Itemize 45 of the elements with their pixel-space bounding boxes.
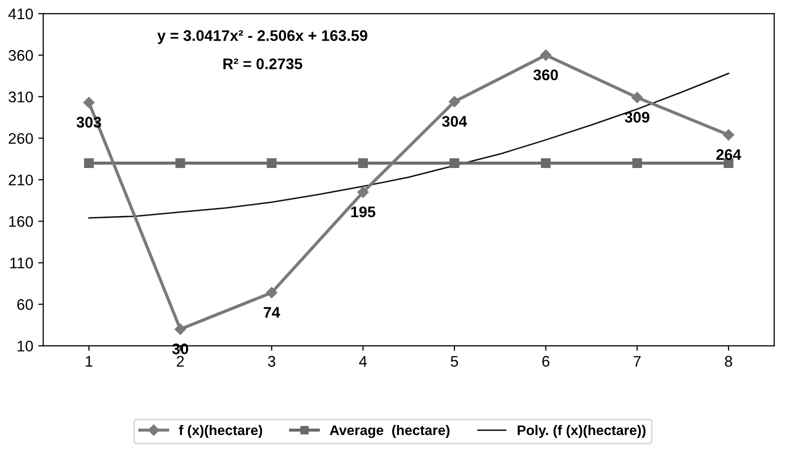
point (358, 158, 368, 168)
x-tick-label: 4 (359, 356, 367, 367)
point (84, 158, 94, 168)
data-label: 309 (624, 112, 650, 123)
data-label: 264 (716, 149, 742, 160)
y-tick-label: 60 (17, 299, 33, 310)
y-tick-label: 260 (8, 133, 33, 144)
y-tick-label: 110 (10, 258, 33, 268)
annotation: R² = 0.2735 (223, 58, 302, 70)
point (540, 50, 552, 61)
point (450, 158, 460, 168)
point (632, 92, 643, 104)
y-tick-label: 10 (18, 340, 33, 352)
x-tick-label: 2 (176, 356, 184, 367)
point (448, 96, 460, 108)
y-tick-label: 210 (8, 174, 33, 186)
x-tick-label: 6 (542, 356, 550, 367)
x-tick-label: 5 (450, 356, 458, 367)
legend-label: Average (hectare) (330, 424, 450, 438)
point (266, 287, 278, 298)
legend-label: f (x)(hectare) (178, 424, 262, 438)
point (632, 158, 642, 168)
data-label: 195 (351, 206, 376, 218)
point (357, 186, 369, 198)
annotation: y = 3.0417x² - 2.506x + 163.59 (157, 30, 368, 44)
legend-label: Poly. (f (x)(hectare)) (518, 424, 646, 438)
point (174, 324, 186, 335)
data-label: 360 (533, 69, 558, 80)
x-tick-label: 1 (86, 356, 92, 367)
point (175, 158, 186, 168)
x-tick-label: 7 (634, 356, 641, 367)
x-tick-label: 3 (268, 356, 276, 367)
data-label: 74 (264, 307, 280, 318)
data-label: 30 (172, 343, 188, 354)
y-tick-label: 410 (8, 8, 33, 20)
point (266, 158, 277, 168)
point (722, 129, 734, 140)
y-tick-label: 310 (8, 92, 33, 102)
data-label: 304 (442, 116, 468, 127)
data-label: 303 (76, 116, 102, 128)
y-tick-label: 360 (8, 50, 33, 61)
x-tick-label: 8 (724, 356, 732, 367)
point (540, 158, 551, 168)
point (83, 96, 95, 108)
y-tick-label: 160 (9, 216, 33, 227)
